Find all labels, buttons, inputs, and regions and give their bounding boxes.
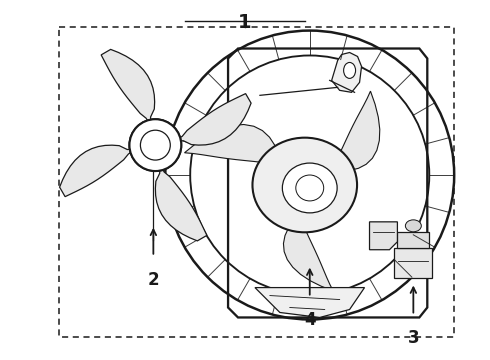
Polygon shape [397, 232, 429, 248]
Polygon shape [283, 215, 333, 291]
Polygon shape [394, 248, 432, 278]
Ellipse shape [343, 62, 356, 78]
Ellipse shape [405, 220, 421, 232]
Polygon shape [101, 49, 155, 124]
Ellipse shape [129, 119, 181, 171]
Ellipse shape [296, 175, 324, 201]
Polygon shape [369, 222, 397, 250]
Polygon shape [332, 53, 362, 92]
Text: 3: 3 [408, 329, 419, 347]
Polygon shape [185, 125, 282, 166]
Polygon shape [331, 91, 380, 171]
Text: 1: 1 [238, 13, 252, 32]
Text: 4: 4 [304, 311, 316, 329]
Polygon shape [176, 94, 251, 145]
Polygon shape [60, 145, 134, 197]
Ellipse shape [282, 163, 337, 213]
Polygon shape [155, 166, 207, 241]
Ellipse shape [141, 130, 171, 160]
Text: 2: 2 [147, 271, 159, 289]
Ellipse shape [252, 138, 357, 232]
Polygon shape [255, 288, 365, 318]
Ellipse shape [141, 130, 171, 160]
Ellipse shape [129, 119, 181, 171]
